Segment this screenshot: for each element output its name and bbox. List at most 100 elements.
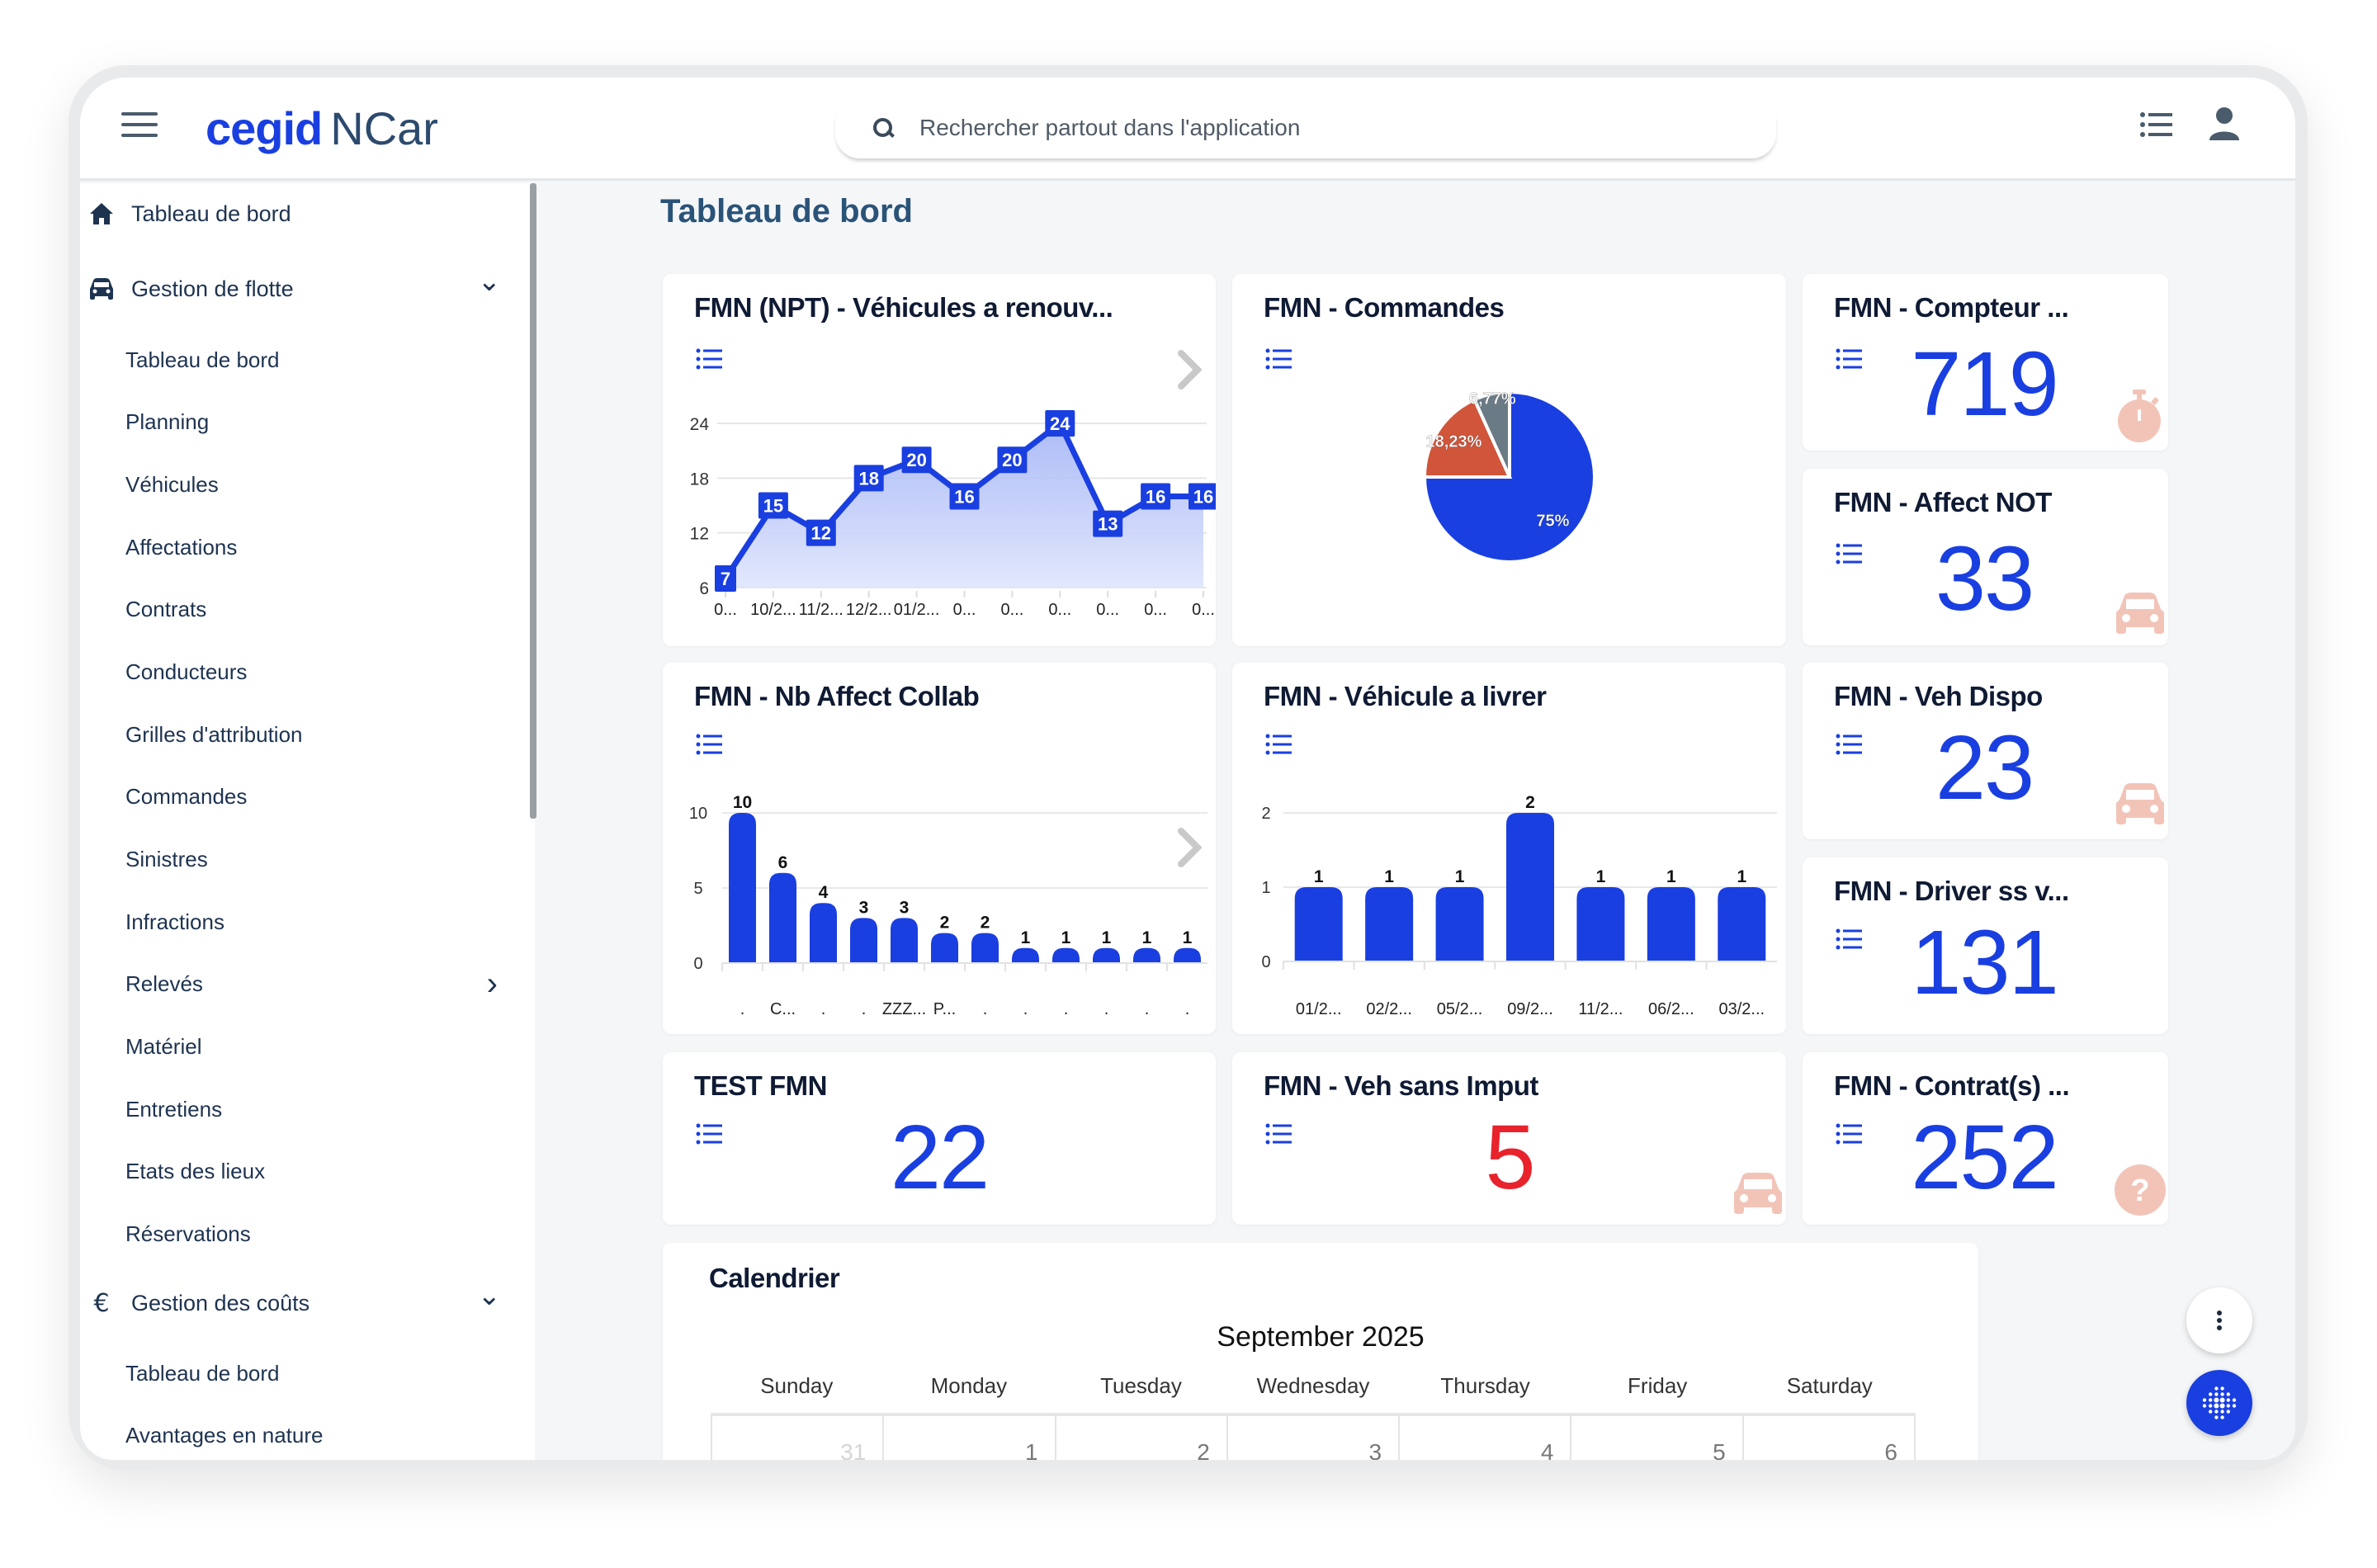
- x-tick-label: .: [983, 1000, 988, 1018]
- list-icon[interactable]: [1265, 734, 1292, 755]
- data-label-box: [853, 465, 884, 492]
- bar: [931, 933, 958, 963]
- sidebar-item-affectations[interactable]: Affectations: [80, 522, 526, 572]
- card-veh-dispo: FMN - Veh Dispo 23: [1803, 663, 2168, 839]
- x-tick-label: 01/2...: [1296, 1000, 1342, 1018]
- calendar-grid: 31 1 2 3 4 5 6: [711, 1413, 1916, 1460]
- data-label: 20: [906, 450, 926, 470]
- calendar-day-cell[interactable]: 31: [711, 1416, 882, 1460]
- sidebar-item-tableau-de-bord[interactable]: Tableau de bord: [80, 335, 526, 385]
- list-icon[interactable]: [1265, 1123, 1292, 1145]
- assistant-icon: [2202, 1386, 2237, 1419]
- x-tick-label: 0...: [1048, 601, 1071, 619]
- chevron-down-icon[interactable]: ⌄: [477, 1280, 502, 1311]
- calendar-day-cell[interactable]: 5: [1570, 1416, 1741, 1460]
- x-tick-label: 0...: [714, 601, 737, 619]
- x-tick-label: .: [1023, 1000, 1028, 1018]
- sidebar-item-commandes[interactable]: Commandes: [80, 772, 526, 821]
- sidebar-item-label: Réservations: [125, 1221, 251, 1246]
- list-icon[interactable]: [1265, 348, 1292, 370]
- sidebar-item-gestion-des-couts[interactable]: € Gestion des coûts ⌄: [80, 1278, 526, 1328]
- car-icon: [2116, 593, 2164, 634]
- sidebar-item-tableau-de-bord[interactable]: Tableau de bord: [80, 189, 526, 239]
- sidebar-item-label: Infractions: [125, 909, 224, 934]
- bar-chart: 0 1 2 1 01/2... 1 02/2... 1 05/2... 2 09/2... 1 11/2…: [1261, 793, 1777, 1018]
- sidebar-item-tableau-de-bord[interactable]: Tableau de bord: [80, 1348, 526, 1398]
- pie-label: 75%: [1536, 512, 1569, 530]
- bar-value-label: 2: [1525, 793, 1535, 812]
- calendar-day-number: 1: [1024, 1439, 1038, 1460]
- bar: [850, 918, 877, 963]
- sidebar-item-contrats[interactable]: Contrats: [80, 584, 526, 634]
- bar-value-label: 1: [1142, 928, 1152, 947]
- sidebar-item-label: Entretiens: [125, 1096, 223, 1122]
- x-tick-label: P...: [933, 1000, 956, 1018]
- kpi-value: 5: [1485, 1107, 1535, 1208]
- x-tick-label: .: [1104, 1000, 1109, 1018]
- sidebar-item-grilles-d-attribution[interactable]: Grilles d'attribution: [80, 710, 526, 759]
- sidebar-item-avantages-en-nature[interactable]: Avantages en nature: [80, 1410, 526, 1460]
- more-options-button[interactable]: [2186, 1287, 2252, 1353]
- x-tick-label: 11/2...: [1578, 1000, 1623, 1018]
- bar-value-label: 1: [1183, 928, 1193, 947]
- card-calendar: Calendrier September 2025 Sunday Monday Tu…: [663, 1243, 1978, 1460]
- global-search[interactable]: [835, 97, 1776, 158]
- page-title: Tableau de bord: [660, 193, 913, 229]
- sidebar-item-infractions[interactable]: Infractions: [80, 897, 526, 947]
- kpi-value: 131: [1911, 912, 2059, 1013]
- calendar-day-cell[interactable]: 3: [1226, 1416, 1398, 1460]
- sidebar-item-label: Véhicules: [125, 471, 219, 497]
- sidebar-item-conducteurs[interactable]: Conducteurs: [80, 647, 526, 697]
- sidebar-item-releves[interactable]: Relevés ›: [80, 959, 526, 1008]
- data-label: 18: [858, 468, 878, 489]
- sidebar-item-planning[interactable]: Planning: [80, 397, 526, 446]
- x-tick-label: 11/2...: [799, 601, 844, 619]
- x-tick-label: .: [1185, 1000, 1190, 1018]
- card-compteur: FMN - Compteur ... 719: [1803, 274, 2168, 451]
- kpi-value: 22: [890, 1107, 990, 1208]
- kpi-value: 252: [1911, 1107, 2059, 1208]
- weekday-header: Sunday: [760, 1373, 834, 1398]
- sidebar-item-gestion-de-flotte[interactable]: Gestion de flotte ⌄: [80, 264, 526, 314]
- list-icon[interactable]: [696, 734, 722, 755]
- list-icon[interactable]: [696, 1123, 722, 1145]
- chevron-right-icon[interactable]: ›: [486, 965, 498, 1002]
- x-tick-label: 0...: [1096, 601, 1119, 619]
- pie-label: 18,23%: [1426, 432, 1482, 451]
- calendar-day-cell[interactable]: 1: [882, 1416, 1054, 1460]
- list-icon[interactable]: [1836, 543, 1862, 564]
- sidebar-item-etats-des-lieux[interactable]: Etats des lieux: [80, 1146, 526, 1196]
- calendar-day-cell[interactable]: 6: [1741, 1416, 1916, 1460]
- sidebar-item-label: Gestion des coûts: [131, 1290, 310, 1315]
- calendar-title: Calendrier: [709, 1263, 840, 1293]
- sidebar-item-materiel[interactable]: Matériel: [80, 1022, 526, 1071]
- user-icon[interactable]: [2208, 106, 2241, 142]
- list-icon[interactable]: [696, 348, 722, 370]
- assistant-button[interactable]: [2186, 1370, 2252, 1436]
- sidebar-item-sinistres[interactable]: Sinistres: [80, 834, 526, 884]
- menu-icon[interactable]: [121, 112, 158, 140]
- kpi-value: 719: [1911, 333, 2059, 435]
- calendar-day-cell[interactable]: 4: [1398, 1416, 1570, 1460]
- search-input[interactable]: [919, 115, 1662, 141]
- y-tick-label: 5: [693, 880, 702, 898]
- list-icon[interactable]: [1836, 734, 1862, 755]
- app-logo[interactable]: cegid NCar: [206, 96, 438, 162]
- more-vertical-icon: [2217, 1311, 2222, 1330]
- bar-value-label: 10: [733, 793, 752, 812]
- sidebar-item-vehicules[interactable]: Véhicules: [80, 460, 526, 509]
- list-icon[interactable]: [1836, 348, 1862, 370]
- card-title: TEST FMN: [694, 1070, 827, 1101]
- calendar-day-cell[interactable]: 2: [1054, 1416, 1226, 1460]
- card-nb-affect-collab: FMN - Nb Affect Collab 0 5 10 10. 6 C... 4. 3. 3…: [663, 663, 1216, 1034]
- sidebar-item-label: Contrats: [125, 596, 207, 621]
- sidebar-item-reservations[interactable]: Réservations: [80, 1209, 526, 1259]
- list-icon[interactable]: [2139, 111, 2172, 139]
- data-label-box: [1093, 510, 1123, 537]
- list-icon[interactable]: [1836, 1123, 1862, 1145]
- chevron-down-icon[interactable]: ⌄: [477, 266, 502, 297]
- sidebar-scrollbar[interactable]: [530, 183, 536, 819]
- list-icon[interactable]: [1836, 928, 1862, 950]
- sidebar-item-entretiens[interactable]: Entretiens: [80, 1084, 526, 1134]
- calendar-day-number: 4: [1540, 1439, 1554, 1460]
